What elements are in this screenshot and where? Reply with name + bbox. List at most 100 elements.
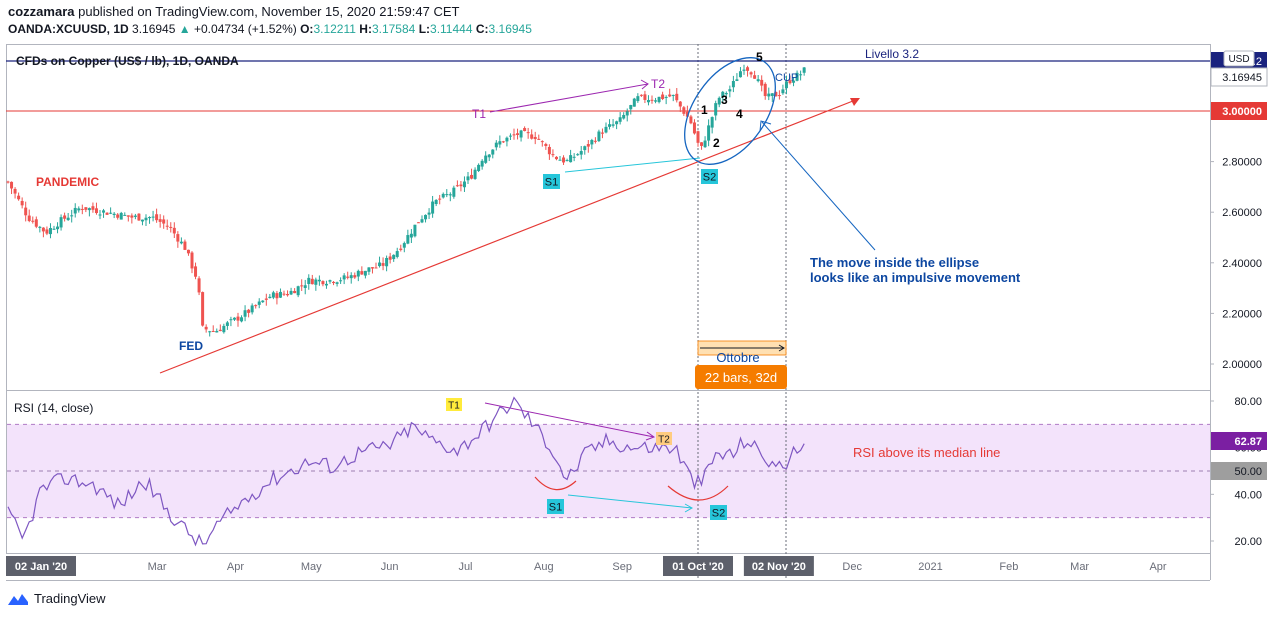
candle-body	[303, 285, 307, 288]
candle-body	[339, 280, 343, 282]
s1-label: S1	[545, 177, 558, 189]
rsi-current-value: 62.87	[1234, 436, 1262, 448]
close-value: 3.16945	[488, 22, 532, 36]
candle-body	[392, 254, 396, 260]
candle-body	[179, 241, 183, 244]
candle-body	[632, 98, 636, 107]
candle-body	[738, 71, 742, 78]
candle-body	[13, 188, 17, 194]
time-tick-label: Jul	[458, 561, 472, 573]
rsi-support-arrow-icon	[684, 503, 694, 513]
candle-body	[17, 195, 21, 200]
rsi-s1-label: S1	[549, 502, 562, 514]
candle-body	[434, 199, 438, 205]
candle-body	[491, 149, 495, 155]
candle-body	[137, 213, 141, 221]
candle-body	[657, 96, 661, 103]
price-tick-label: 2.40000	[1222, 258, 1262, 270]
candle-body	[562, 157, 566, 163]
candle-body	[540, 141, 544, 143]
candle-body	[268, 296, 272, 299]
candle-body	[10, 181, 14, 189]
candle-body	[126, 215, 130, 217]
october-range-stats: 22 bars, 32d	[705, 370, 777, 385]
candle-body	[381, 263, 385, 266]
time-tick-label: 2021	[918, 561, 942, 573]
candle-body	[335, 282, 339, 284]
candle-body	[105, 212, 109, 215]
candle-body	[753, 75, 757, 79]
candle-body	[466, 176, 470, 181]
footer-brand[interactable]: TradingView	[8, 591, 106, 606]
candle-body	[314, 279, 318, 285]
candle-body	[225, 322, 229, 326]
candle-body	[551, 154, 555, 156]
candle-body	[600, 132, 604, 134]
candle-body	[438, 198, 442, 200]
wave-3-label: 3	[721, 93, 728, 107]
high-label: H:	[359, 22, 372, 36]
candle-body	[342, 275, 346, 280]
candle-body	[678, 101, 682, 107]
time-axis[interactable]: 02 Jan '20 Mar Apr May Jun Jul Aug Sep 01 Oct '2…	[6, 556, 1167, 576]
wave-2-label: 2	[713, 136, 720, 150]
candle-body	[293, 290, 297, 294]
candle-body	[353, 275, 357, 278]
candle-body	[370, 267, 374, 269]
candle-body	[84, 207, 88, 210]
price-tick-label: 2.00000	[1222, 359, 1262, 371]
price-axis[interactable]: 2.80000 2.60000 2.40000 2.20000 2.00000	[1210, 157, 1262, 371]
candle-body	[501, 141, 505, 143]
candle-body	[643, 94, 647, 100]
candle-body	[710, 117, 714, 128]
candle-body	[321, 281, 325, 285]
candle-body	[608, 124, 612, 127]
candle-body	[119, 212, 123, 220]
candle-body	[310, 278, 314, 285]
current-price-tag	[1210, 67, 1268, 87]
price-divergence-line[interactable]	[489, 83, 649, 113]
candle-body	[254, 305, 258, 307]
candle-body	[639, 94, 643, 96]
pandemic-label: PANDEMIC	[36, 175, 99, 189]
candle-body	[629, 105, 633, 110]
level-3-0-axis-tag	[1211, 102, 1267, 120]
candle-body	[784, 81, 788, 89]
candle-body	[622, 114, 626, 119]
candle-body	[558, 159, 562, 161]
candle-body	[781, 89, 785, 94]
candle-body	[282, 293, 286, 295]
candle-body	[151, 216, 155, 218]
symbol-name[interactable]: OANDA:XCUUSD, 1D	[8, 22, 129, 36]
open-value: 3.12211	[313, 22, 356, 36]
candle-body	[735, 79, 739, 81]
rsi-line[interactable]	[7, 396, 805, 547]
candle-body	[480, 160, 484, 167]
candle-body	[257, 301, 261, 305]
candle-body	[385, 257, 389, 267]
candle-body	[218, 329, 222, 332]
currency-badge[interactable]	[1223, 50, 1255, 67]
tradingview-logo-icon	[8, 593, 28, 605]
wave-4-label: 4	[736, 107, 743, 121]
candle-body	[123, 214, 127, 216]
rsi-divergence-line[interactable]	[484, 402, 655, 438]
candle-body	[731, 81, 735, 88]
candle-body	[278, 291, 282, 298]
candle-body	[363, 270, 367, 276]
publish-info: cozzamara published on TradingView.com, …	[8, 4, 459, 19]
candle-body	[788, 80, 792, 84]
candle-body	[742, 69, 746, 71]
rsi-support-line[interactable]	[567, 494, 693, 509]
candle-body	[579, 151, 583, 155]
rsi-t2-label: T2	[658, 435, 670, 446]
trendline[interactable]	[159, 98, 859, 374]
candle-body	[183, 241, 187, 250]
price-support-line[interactable]	[564, 157, 701, 173]
candle-body	[52, 228, 56, 230]
impulse-ellipse[interactable]	[666, 41, 794, 181]
candle-body	[406, 235, 410, 244]
publisher-name[interactable]: cozzamara	[8, 4, 75, 19]
candle-body	[148, 217, 152, 219]
